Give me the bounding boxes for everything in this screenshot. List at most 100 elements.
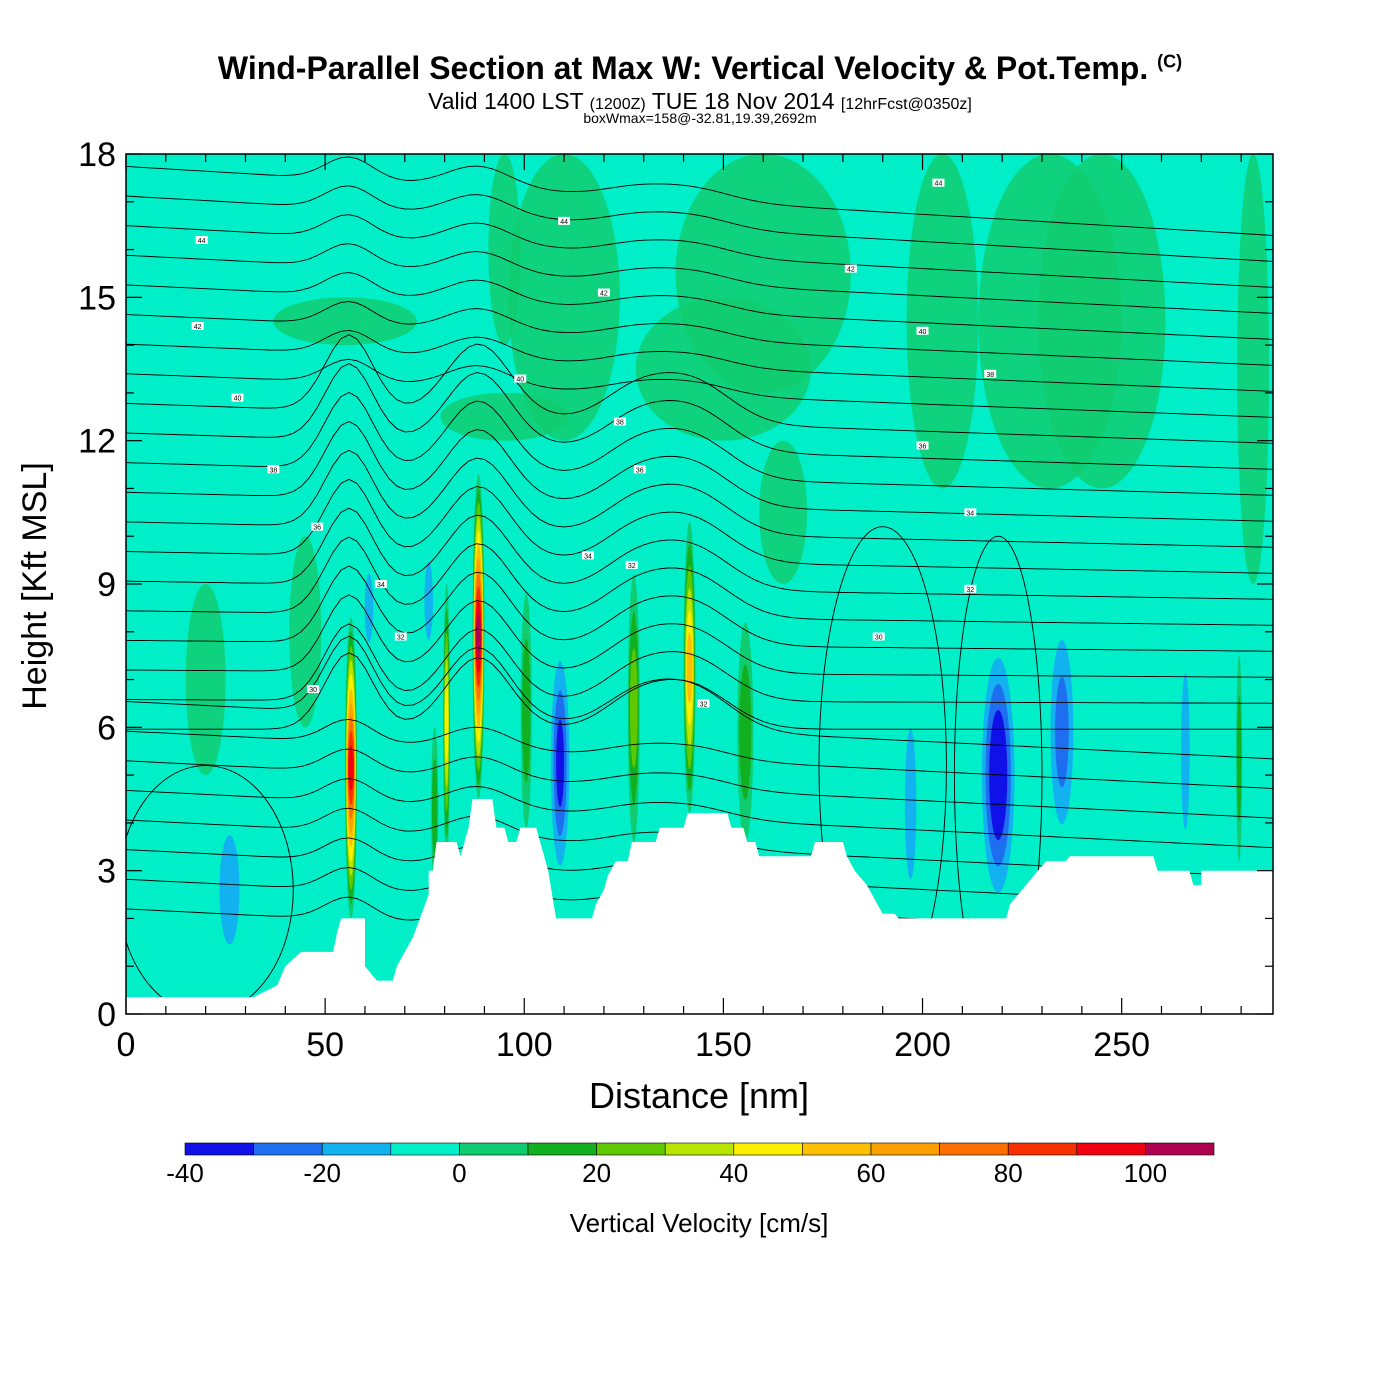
- colorbar-swatch: [1007, 1142, 1078, 1156]
- theta-contour: [126, 358, 1273, 418]
- updraft-cell: [444, 682, 449, 763]
- colorbar-tick-label: -40: [166, 1158, 204, 1188]
- updraft-cell: [629, 648, 638, 768]
- colorbar-tick-label: 40: [719, 1158, 748, 1188]
- y-tick-label: 0: [97, 996, 116, 1034]
- colorbar-swatch: [527, 1142, 597, 1156]
- x-tick-label: 250: [1093, 1026, 1150, 1064]
- theta-label: 34: [964, 508, 977, 517]
- colorbar-swatch: [939, 1142, 1009, 1156]
- y-tick-label: 18: [78, 136, 116, 174]
- svg-text:42: 42: [847, 267, 855, 274]
- theta-contour: [126, 449, 1273, 548]
- svg-text:34: 34: [966, 510, 974, 517]
- theta-contour: [126, 301, 1273, 366]
- colorbar-swatch: [459, 1142, 529, 1156]
- colorbar-tick-label: 20: [582, 1158, 611, 1188]
- theta-label: 38: [613, 417, 626, 427]
- theta-label: 30: [872, 632, 885, 642]
- theta-label: 32: [697, 699, 710, 708]
- svg-text:42: 42: [194, 324, 202, 331]
- theta-label: 44: [558, 216, 571, 226]
- chart-subtitle: Valid 1400 LST (1200Z) TUE 18 Nov 2014 […: [0, 88, 1400, 115]
- theta-label: 40: [231, 393, 244, 403]
- theta-label: 38: [984, 369, 997, 379]
- svg-text:38: 38: [269, 467, 277, 474]
- colorbar-swatch: [390, 1142, 460, 1156]
- colorbar-swatch: [1076, 1142, 1146, 1156]
- svg-text:38: 38: [986, 372, 994, 379]
- weak-updraft-band: [488, 154, 521, 346]
- weak-updraft-band: [289, 536, 322, 728]
- y-axis-label: Height [Kft MSL]: [16, 462, 54, 710]
- theta-label: 34: [581, 551, 594, 560]
- valid-time-utc: (1200Z): [589, 96, 646, 113]
- x-tick-label: 0: [117, 1026, 136, 1064]
- svg-text:32: 32: [628, 563, 636, 570]
- weak-updraft-band: [1038, 154, 1166, 489]
- svg-text:36: 36: [919, 443, 927, 450]
- svg-text:36: 36: [636, 467, 644, 474]
- y-tick-label: 12: [78, 423, 116, 461]
- colorbar-tick-label: 100: [1124, 1158, 1167, 1188]
- y-tick-label: 15: [78, 279, 116, 317]
- svg-text:32: 32: [700, 701, 708, 708]
- colorbar-tick-label: 80: [994, 1158, 1023, 1188]
- theta-label: 38: [267, 465, 280, 474]
- svg-text:32: 32: [397, 635, 405, 642]
- theta-label: 32: [625, 560, 638, 570]
- chart-title: Wind-Parallel Section at Max W: Vertical…: [217, 50, 1183, 86]
- x-tick-label: 50: [306, 1026, 344, 1064]
- svg-text:34: 34: [584, 553, 592, 560]
- theta-contour: [126, 718, 1273, 789]
- updraft-cell: [686, 632, 693, 703]
- colorbar-label: Vertical Velocity [cm/s]: [570, 1208, 829, 1238]
- updraft-cell: [1236, 695, 1242, 822]
- svg-text:30: 30: [875, 635, 883, 642]
- downdraft-cell: [1182, 704, 1188, 799]
- theta-contour: [126, 652, 1273, 730]
- svg-text:34: 34: [377, 582, 385, 589]
- theta-contour: [126, 391, 1273, 496]
- colorbar-swatch: [733, 1142, 803, 1156]
- theta-contour-labels: 44 42 40 38 36 34 32 30 44 42 40 38 36 34 32 32 44 42 40 38…: [191, 178, 997, 708]
- plot-area: 44 42 40 38 36 34 32 30 44 42 40 38 36 34 32 32 44 42 40 38…: [126, 154, 1273, 1014]
- theta-contour: [126, 748, 1273, 819]
- svg-text:40: 40: [234, 396, 242, 403]
- colorbar-tick-label: 0: [452, 1158, 466, 1188]
- theta-contour: [126, 329, 1273, 392]
- colorbar: -40 -20 0 20 40 60 80 100: [166, 1142, 1215, 1188]
- terrain: [126, 799, 1273, 1014]
- theta-label: 34: [374, 580, 387, 589]
- colorbar-swatch: [184, 1142, 254, 1156]
- weak-updraft-band: [273, 297, 417, 346]
- y-tick-label: 9: [97, 566, 116, 604]
- weak-updraft-band: [1237, 154, 1270, 584]
- downdraft-cell: [907, 758, 914, 849]
- updraft-cell: [431, 758, 438, 859]
- svg-text:40: 40: [919, 329, 927, 336]
- theta-label: 40: [514, 374, 527, 384]
- chart-info-line: boxWmax=158@-32.81,19.39,2692m: [583, 110, 817, 126]
- valid-date: TUE 18 Nov 2014: [651, 88, 835, 114]
- downdraft-cell: [556, 719, 565, 807]
- theta-label: 42: [844, 264, 857, 274]
- potential-temperature-contours: [126, 156, 1273, 1014]
- updraft-cell: [348, 745, 354, 791]
- theta-contour: [126, 363, 1273, 470]
- updraft-cell: [739, 664, 752, 800]
- svg-text:42: 42: [600, 291, 608, 298]
- theta-contour: [126, 623, 1273, 704]
- x-axis-label: Distance [nm]: [589, 1075, 809, 1116]
- svg-text:38: 38: [616, 420, 624, 427]
- theta-contour: [126, 635, 1273, 760]
- weak-updraft-band: [759, 440, 808, 584]
- theta-label: 42: [597, 288, 610, 298]
- downdraft-cell: [1055, 676, 1069, 788]
- colorbar-tick-label: 60: [857, 1158, 886, 1188]
- theta-label: 42: [191, 322, 204, 331]
- valid-time-lst: Valid 1400 LST: [428, 88, 584, 114]
- theta-contour: [126, 243, 1273, 314]
- theta-label: 36: [633, 465, 646, 474]
